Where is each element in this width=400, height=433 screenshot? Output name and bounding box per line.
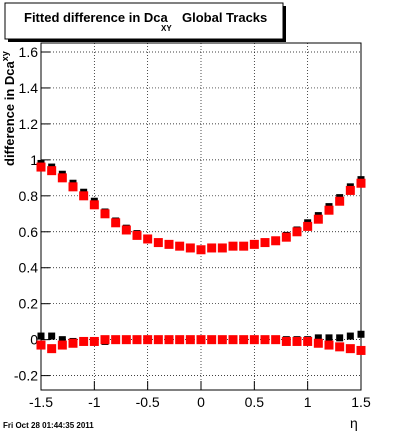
x-tick-label: -1 <box>88 394 101 410</box>
marker <box>325 334 333 342</box>
x-tick-label: 0.5 <box>245 394 265 410</box>
marker <box>57 340 67 350</box>
marker <box>132 230 142 240</box>
marker <box>47 344 57 354</box>
y-tick-label: -0.2 <box>14 368 38 384</box>
y-axis-label: difference in Dcaxy <box>0 51 17 166</box>
marker <box>132 335 142 345</box>
marker <box>47 166 57 176</box>
marker <box>164 239 174 249</box>
y-tick-label: 1 <box>30 152 38 168</box>
marker <box>68 182 78 192</box>
marker <box>89 200 99 210</box>
marker <box>111 218 121 228</box>
marker <box>79 191 89 201</box>
marker <box>345 344 355 354</box>
marker <box>239 335 249 345</box>
marker <box>260 238 270 248</box>
marker <box>335 196 345 206</box>
marker <box>292 227 302 237</box>
plot-frame <box>40 42 362 391</box>
marker <box>356 178 366 188</box>
marker <box>36 340 46 350</box>
marker <box>313 214 323 224</box>
chart-title-subscript: XY <box>161 24 172 33</box>
marker <box>271 236 281 246</box>
marker <box>175 241 185 251</box>
marker <box>357 330 365 338</box>
marker <box>143 234 153 244</box>
marker <box>57 173 67 183</box>
marker <box>185 243 195 253</box>
marker <box>217 243 227 253</box>
marker <box>217 335 227 345</box>
marker <box>68 338 78 348</box>
marker <box>175 335 185 345</box>
marker <box>335 342 345 352</box>
chart-title: Fitted difference in Dca <box>24 10 169 25</box>
marker <box>228 241 238 251</box>
marker <box>324 205 334 215</box>
marker <box>356 345 366 355</box>
marker <box>239 241 249 251</box>
title-box <box>4 2 284 40</box>
marker <box>185 335 195 345</box>
marker <box>281 232 291 242</box>
marker <box>79 336 89 346</box>
marker <box>37 332 45 340</box>
marker <box>228 335 238 345</box>
marker <box>164 335 174 345</box>
marker <box>196 335 206 345</box>
y-label-main: difference in Dca <box>2 60 17 166</box>
marker <box>207 243 217 253</box>
marker <box>271 335 281 345</box>
marker <box>100 209 110 219</box>
x-tick-label: 1.5 <box>351 394 371 410</box>
marker <box>48 332 56 340</box>
y-tick-label: 0.4 <box>19 260 39 276</box>
y-tick-label: 1.4 <box>19 80 39 96</box>
marker <box>111 335 121 345</box>
x-tick-label: 0 <box>197 394 205 410</box>
marker <box>314 334 322 342</box>
marker <box>153 335 163 345</box>
y-tick-label: 1.6 <box>19 44 39 60</box>
marker <box>346 332 354 340</box>
marker <box>345 185 355 195</box>
y-tick-label: 0.2 <box>19 296 39 312</box>
marker <box>207 335 217 345</box>
marker <box>100 335 110 345</box>
marker <box>121 225 131 235</box>
marker <box>153 238 163 248</box>
y-tick-label: 0.8 <box>19 188 39 204</box>
x-tick-label: -1.5 <box>29 394 53 410</box>
marker <box>121 335 131 345</box>
marker <box>249 239 259 249</box>
y-tick-label: 0 <box>30 332 38 348</box>
y-tick-label: 1.2 <box>19 116 39 132</box>
marker <box>36 162 46 172</box>
x-axis-label: η <box>350 415 358 431</box>
y-tick-label: 0.6 <box>19 224 39 240</box>
x-tick-label: -0.5 <box>136 394 160 410</box>
marker <box>58 336 66 344</box>
marker <box>196 245 206 255</box>
marker <box>89 336 99 346</box>
marker <box>303 221 313 231</box>
chart-title-suffix: Global Tracks <box>182 10 267 25</box>
marker <box>260 335 270 345</box>
marker <box>249 335 259 345</box>
x-tick-label: 1 <box>304 394 312 410</box>
marker <box>303 336 313 346</box>
marker <box>292 336 302 346</box>
marker <box>281 336 291 346</box>
marker <box>324 340 334 350</box>
marker <box>313 338 323 348</box>
marker <box>143 335 153 345</box>
y-label-subscript: xy <box>0 51 10 61</box>
marker <box>336 334 344 342</box>
timestamp: Fri Oct 28 01:44:35 2011 <box>3 421 94 430</box>
